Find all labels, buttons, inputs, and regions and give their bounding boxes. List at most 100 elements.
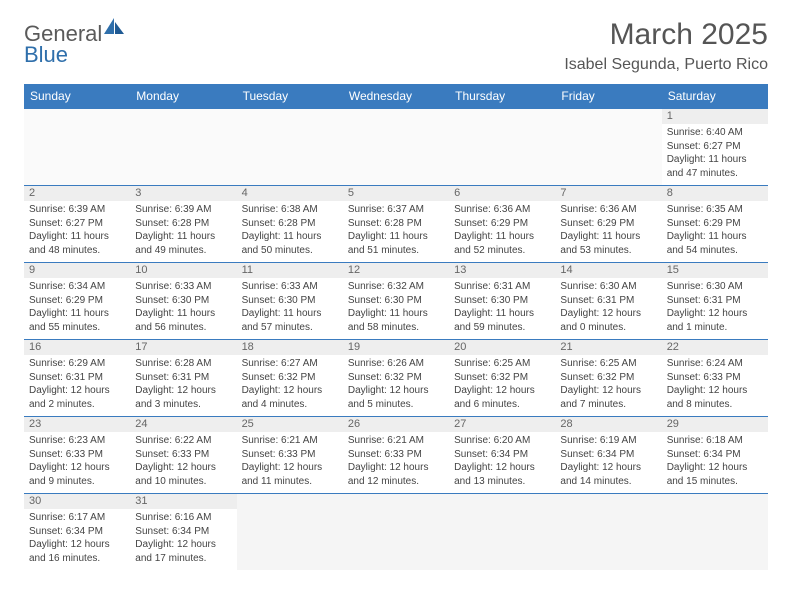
day-number-bar: 15 [662, 263, 768, 278]
day-of-week-row: SundayMondayTuesdayWednesdayThursdayFrid… [24, 84, 768, 109]
day-number: 23 [29, 418, 125, 430]
day-number-bar: 20 [449, 340, 555, 355]
empty-cell [130, 109, 236, 186]
day-number: 2 [29, 187, 125, 199]
day-number: 5 [348, 187, 444, 199]
day-info: Sunrise: 6:19 AMSunset: 6:34 PMDaylight:… [560, 434, 656, 488]
day-cell-16: 16 Sunrise: 6:29 AMSunset: 6:31 PMDayligh… [24, 340, 130, 417]
day-number-bar: 29 [662, 417, 768, 432]
day-number-bar: 10 [130, 263, 236, 278]
day-info: Sunrise: 6:16 AMSunset: 6:34 PMDaylight:… [135, 511, 231, 565]
day-info: Sunrise: 6:30 AMSunset: 6:31 PMDaylight:… [667, 280, 763, 334]
day-number-bar: 31 [130, 494, 236, 509]
day-number: 25 [242, 418, 338, 430]
day-cell-3: 3 Sunrise: 6:39 AMSunset: 6:28 PMDaylight… [130, 186, 236, 263]
day-header-thursday: Thursday [449, 84, 555, 109]
day-info: Sunrise: 6:25 AMSunset: 6:32 PMDaylight:… [560, 357, 656, 411]
day-number: 13 [454, 264, 550, 276]
day-number: 29 [667, 418, 763, 430]
logo-sail-icon [104, 18, 126, 39]
day-number-bar: 17 [130, 340, 236, 355]
day-number: 1 [667, 110, 763, 122]
day-number-bar: 26 [343, 417, 449, 432]
day-number-bar: 14 [555, 263, 661, 278]
day-cell-14: 14Sunrise: 6:30 AMSunset: 6:31 PMDayligh… [555, 263, 661, 340]
day-number-bar: 5 [343, 186, 449, 201]
day-cell-11: 11Sunrise: 6:33 AMSunset: 6:30 PMDayligh… [237, 263, 343, 340]
day-info: Sunrise: 6:24 AMSunset: 6:33 PMDaylight:… [667, 357, 763, 411]
day-number: 19 [348, 341, 444, 353]
day-number-bar: 28 [555, 417, 661, 432]
day-number-bar: 25 [237, 417, 343, 432]
day-header-friday: Friday [555, 84, 661, 109]
day-cell-13: 13 Sunrise: 6:31 AMSunset: 6:30 PMDayligh… [449, 263, 555, 340]
day-info: Sunrise: 6:34 AMSunset: 6:29 PMDaylight:… [29, 280, 125, 334]
day-number: 18 [242, 341, 338, 353]
day-cell-25: 25 Sunrise: 6:21 AMSunset: 6:33 PMDayligh… [237, 417, 343, 494]
day-info: Sunrise: 6:36 AMSunset: 6:29 PMDaylight:… [560, 203, 656, 257]
day-number-bar: 22 [662, 340, 768, 355]
calendar-body: 1 Sunrise: 6:40 AMSunset: 6:27 PMDaylight… [24, 109, 768, 571]
day-number-bar: 1 [662, 109, 768, 124]
day-number-bar: 18 [237, 340, 343, 355]
day-info: Sunrise: 6:22 AMSunset: 6:33 PMDaylight:… [135, 434, 231, 488]
day-info: Sunrise: 6:18 AMSunset: 6:34 PMDaylight:… [667, 434, 763, 488]
day-info: Sunrise: 6:29 AMSunset: 6:31 PMDaylight:… [29, 357, 125, 411]
empty-cell [555, 494, 661, 571]
day-cell-8: 8Sunrise: 6:35 AMSunset: 6:29 PMDaylight… [662, 186, 768, 263]
day-info: Sunrise: 6:21 AMSunset: 6:33 PMDaylight:… [348, 434, 444, 488]
day-header-tuesday: Tuesday [237, 84, 343, 109]
logo-text-blue-wrap: Blue [24, 42, 68, 68]
day-cell-18: 18 Sunrise: 6:27 AMSunset: 6:32 PMDayligh… [237, 340, 343, 417]
logo-text-blue: Blue [24, 42, 68, 67]
day-info: Sunrise: 6:21 AMSunset: 6:33 PMDaylight:… [242, 434, 338, 488]
day-number: 7 [560, 187, 656, 199]
day-info: Sunrise: 6:39 AMSunset: 6:27 PMDaylight:… [29, 203, 125, 257]
day-number: 12 [348, 264, 444, 276]
day-cell-28: 28 Sunrise: 6:19 AMSunset: 6:34 PMDayligh… [555, 417, 661, 494]
day-number: 27 [454, 418, 550, 430]
day-cell-7: 7 Sunrise: 6:36 AMSunset: 6:29 PMDaylight… [555, 186, 661, 263]
day-number-bar: 16 [24, 340, 130, 355]
day-info: Sunrise: 6:32 AMSunset: 6:30 PMDaylight:… [348, 280, 444, 334]
day-number-bar: 27 [449, 417, 555, 432]
day-info: Sunrise: 6:33 AMSunset: 6:30 PMDaylight:… [135, 280, 231, 334]
day-info: Sunrise: 6:28 AMSunset: 6:31 PMDaylight:… [135, 357, 231, 411]
calendar-table: SundayMondayTuesdayWednesdayThursdayFrid… [24, 84, 768, 570]
day-number: 24 [135, 418, 231, 430]
day-cell-19: 19Sunrise: 6:26 AMSunset: 6:32 PMDayligh… [343, 340, 449, 417]
day-cell-30: 30Sunrise: 6:17 AMSunset: 6:34 PMDayligh… [24, 494, 130, 571]
day-number: 26 [348, 418, 444, 430]
day-cell-31: 31 Sunrise: 6:16 AMSunset: 6:34 PMDayligh… [130, 494, 236, 571]
day-number: 8 [667, 187, 763, 199]
day-info: Sunrise: 6:31 AMSunset: 6:30 PMDaylight:… [454, 280, 550, 334]
header: General March 2025 Isabel Segunda, Puert… [24, 18, 768, 74]
calendar-row: 23Sunrise: 6:23 AMSunset: 6:33 PMDayligh… [24, 417, 768, 494]
day-info: Sunrise: 6:27 AMSunset: 6:32 PMDaylight:… [242, 357, 338, 411]
day-number: 10 [135, 264, 231, 276]
day-number-bar: 7 [555, 186, 661, 201]
day-number: 20 [454, 341, 550, 353]
month-title: March 2025 [564, 18, 768, 52]
day-number: 22 [667, 341, 763, 353]
day-number: 28 [560, 418, 656, 430]
day-number: 31 [135, 495, 231, 507]
calendar-row: 2 Sunrise: 6:39 AMSunset: 6:27 PMDaylight… [24, 186, 768, 263]
title-block: March 2025 Isabel Segunda, Puerto Rico [564, 18, 768, 74]
day-info: Sunrise: 6:40 AMSunset: 6:27 PMDaylight:… [667, 126, 763, 180]
day-cell-24: 24 Sunrise: 6:22 AMSunset: 6:33 PMDayligh… [130, 417, 236, 494]
day-number-bar: 11 [237, 263, 343, 278]
day-number-bar: 4 [237, 186, 343, 201]
day-cell-27: 27 Sunrise: 6:20 AMSunset: 6:34 PMDayligh… [449, 417, 555, 494]
day-number-bar: 6 [449, 186, 555, 201]
day-cell-21: 21Sunrise: 6:25 AMSunset: 6:32 PMDayligh… [555, 340, 661, 417]
day-number-bar: 9 [24, 263, 130, 278]
day-cell-5: 5Sunrise: 6:37 AMSunset: 6:28 PMDaylight… [343, 186, 449, 263]
day-cell-26: 26 Sunrise: 6:21 AMSunset: 6:33 PMDayligh… [343, 417, 449, 494]
day-cell-29: 29 Sunrise: 6:18 AMSunset: 6:34 PMDayligh… [662, 417, 768, 494]
calendar-row: 9 Sunrise: 6:34 AMSunset: 6:29 PMDaylight… [24, 263, 768, 340]
day-info: Sunrise: 6:20 AMSunset: 6:34 PMDaylight:… [454, 434, 550, 488]
day-number: 3 [135, 187, 231, 199]
day-info: Sunrise: 6:39 AMSunset: 6:28 PMDaylight:… [135, 203, 231, 257]
day-header-saturday: Saturday [662, 84, 768, 109]
